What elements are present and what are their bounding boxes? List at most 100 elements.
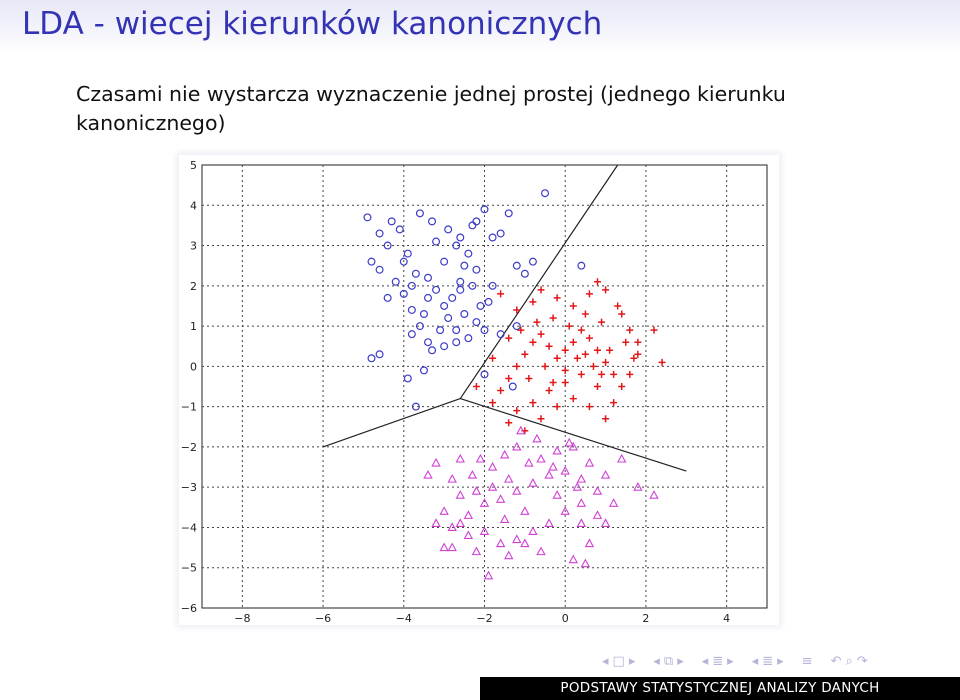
data-point-circle: [468, 281, 477, 290]
data-point-plus: [533, 318, 541, 326]
back-icon[interactable]: ↶: [830, 653, 842, 669]
data-point-plus: [618, 383, 626, 390]
arrow-left-icon[interactable]: ◂: [653, 653, 660, 669]
nav-section-group[interactable]: ◂ ≣ ▸: [700, 654, 736, 669]
section-icon[interactable]: ≣: [712, 653, 724, 669]
data-point-triangle: [512, 441, 522, 451]
data-point-circle: [460, 310, 469, 319]
data-point-plus: [598, 370, 606, 378]
nav-subsection-group[interactable]: ◂ ⧉ ▸: [651, 654, 685, 669]
data-point-triangle: [520, 538, 530, 548]
data-point-circle: [419, 366, 428, 375]
data-point-circle: [367, 257, 376, 266]
data-point-plus: [650, 326, 658, 334]
data-point-triangle: [471, 546, 482, 556]
nav-appendix[interactable]: ≡: [800, 654, 815, 669]
data-point-triangle: [512, 486, 522, 495]
data-point-triangle: [600, 518, 611, 527]
subsection-icon[interactable]: ⧉: [663, 653, 674, 669]
arrow-right-icon[interactable]: ▸: [628, 653, 636, 669]
data-point-plus: [513, 407, 521, 415]
data-point-triangle: [584, 538, 595, 548]
data-point-triangle: [495, 538, 506, 548]
data-point-plus: [569, 302, 577, 310]
data-point-triangle: [576, 498, 587, 507]
nav-document-group[interactable]: ◂ ≣ ▸: [750, 654, 786, 669]
data-point-triangle: [560, 506, 570, 515]
data-point-circle: [456, 233, 465, 242]
data-point-circle: [464, 249, 473, 258]
data-point-triangle: [568, 554, 579, 564]
data-point-triangle: [600, 469, 611, 479]
data-point-triangle: [447, 473, 457, 483]
data-point-plus: [561, 378, 569, 386]
data-point-plus: [545, 342, 553, 350]
data-point-circle: [528, 257, 537, 266]
data-point-triangle: [431, 518, 441, 527]
arrow-right-icon[interactable]: ▸: [727, 653, 734, 669]
arrow-left-icon[interactable]: ◂: [751, 653, 759, 669]
data-point-triangle: [455, 518, 466, 527]
data-point-circle: [456, 277, 465, 286]
arrow-left-icon[interactable]: ◂: [701, 653, 709, 669]
data-point-triangle: [483, 570, 494, 580]
document-icon[interactable]: ≣: [762, 653, 774, 669]
forward-icon[interactable]: ↷: [856, 653, 868, 669]
data-point-circle: [383, 241, 392, 250]
data-point-circle: [460, 261, 469, 270]
data-point-circle: [436, 326, 445, 335]
align-icon[interactable]: ≡: [801, 653, 813, 669]
data-point-triangle: [576, 518, 587, 527]
data-point-circle: [363, 213, 372, 222]
search-icon[interactable]: ⌕: [845, 653, 853, 669]
data-point-circle: [452, 241, 461, 250]
data-point-plus: [529, 338, 537, 346]
data-point-triangle: [548, 461, 558, 471]
data-point-circle: [375, 265, 384, 274]
data-point-plus: [545, 387, 553, 395]
frame-icon[interactable]: □: [612, 653, 625, 669]
data-point-triangle: [552, 445, 562, 455]
data-point-circle: [472, 265, 481, 274]
data-point-plus: [537, 330, 545, 338]
data-point-circle: [407, 330, 416, 339]
x-tick-label: 4: [723, 612, 730, 625]
data-point-plus: [626, 370, 634, 378]
data-point-plus: [585, 403, 593, 411]
data-point-plus: [549, 378, 557, 386]
scatter-plot: −8 −6 −4 −2 0 2 4 5 4 3 2 1 0 −1 −2 −3 −4 −5 −6: [181, 159, 768, 625]
data-point-triangle: [528, 526, 538, 536]
data-point-triangle: [439, 542, 449, 552]
data-point-plus: [565, 322, 573, 330]
nav-frame-group[interactable]: ◂ □ ▸: [600, 654, 637, 669]
data-point-circle: [452, 338, 461, 347]
arrow-right-icon[interactable]: ▸: [677, 653, 684, 669]
data-point-triangle: [495, 494, 506, 503]
data-point-circle: [480, 205, 489, 214]
y-tick-label: −6: [181, 602, 197, 615]
data-point-circle: [440, 257, 449, 266]
data-point-triangle: [649, 490, 659, 499]
arrow-left-icon[interactable]: ◂: [602, 653, 609, 669]
data-point-circle: [480, 370, 489, 379]
data-point-circle: [424, 273, 433, 282]
data-point-plus: [602, 286, 610, 294]
data-point-plus: [630, 354, 638, 362]
data-point-circle: [512, 261, 521, 270]
data-point-triangle: [499, 449, 510, 459]
data-point-triangle: [463, 530, 474, 540]
data-point-triangle: [455, 490, 466, 499]
nav-search-group[interactable]: ↶ ⌕ ↷: [829, 654, 870, 669]
data-point-plus: [610, 370, 618, 378]
scatter-figure: −8 −6 −4 −2 0 2 4 5 4 3 2 1 0 −1 −2 −3 −4 −5 −6: [179, 155, 779, 625]
data-point-triangle: [431, 457, 441, 467]
footer-course-title: PODSTAWY STATYSTYCZNEJ ANALIZY DANYCH: [480, 677, 960, 700]
data-point-triangle: [503, 473, 514, 483]
data-point-triangle: [503, 550, 514, 560]
data-point-plus: [561, 366, 569, 374]
data-point-circle: [399, 289, 408, 298]
arrow-right-icon[interactable]: ▸: [777, 653, 784, 669]
x-tick-label: −6: [315, 612, 331, 625]
data-point-plus: [594, 278, 601, 286]
data-point-plus: [517, 326, 525, 334]
